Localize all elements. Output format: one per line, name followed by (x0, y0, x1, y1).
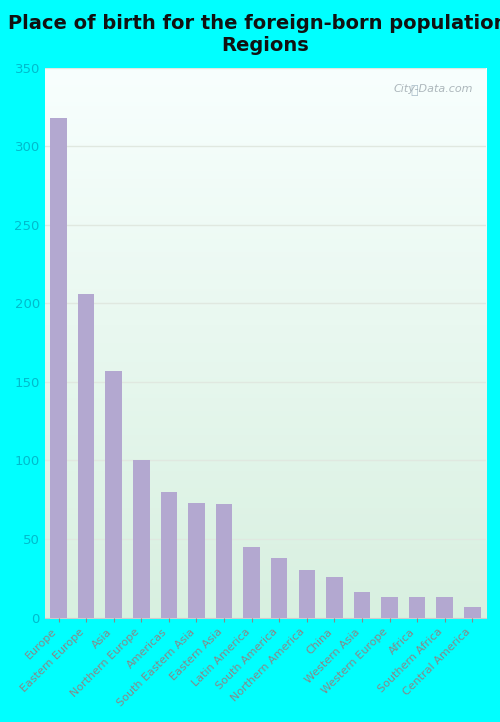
Bar (244, 547, 260, 617)
Bar (133, 461, 150, 617)
Bar (464, 606, 480, 617)
Bar (106, 371, 122, 617)
Text: City-Data.com: City-Data.com (394, 84, 473, 94)
Bar (216, 505, 232, 617)
Bar (50, 118, 67, 617)
Bar (436, 597, 453, 617)
Bar (298, 570, 315, 617)
Title: Place of birth for the foreign-born population -
Regions: Place of birth for the foreign-born popu… (8, 14, 500, 55)
Text: ⓘ: ⓘ (410, 84, 418, 97)
Bar (409, 597, 426, 617)
Bar (326, 577, 342, 617)
Bar (188, 503, 204, 617)
Bar (160, 492, 177, 617)
Bar (354, 593, 370, 617)
Bar (271, 558, 287, 617)
Bar (78, 294, 94, 617)
Bar (382, 597, 398, 617)
